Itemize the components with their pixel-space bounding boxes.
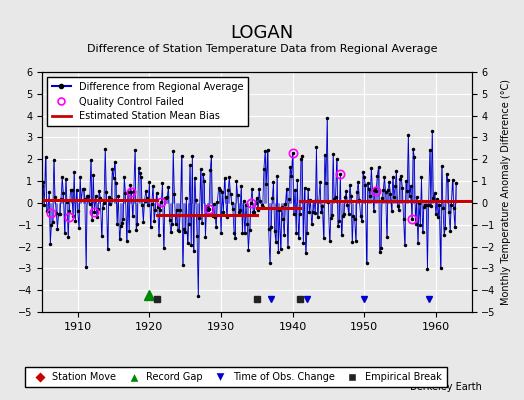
Text: LOGAN: LOGAN [231,24,293,42]
Text: Difference of Station Temperature Data from Regional Average: Difference of Station Temperature Data f… [87,44,437,54]
Legend: Difference from Regional Average, Quality Control Failed, Estimated Station Mean: Difference from Regional Average, Qualit… [47,77,248,126]
Text: Berkeley Earth: Berkeley Earth [410,382,482,392]
Legend: Station Move, Record Gap, Time of Obs. Change, Empirical Break: Station Move, Record Gap, Time of Obs. C… [25,368,446,387]
Y-axis label: Monthly Temperature Anomaly Difference (°C): Monthly Temperature Anomaly Difference (… [501,79,511,305]
